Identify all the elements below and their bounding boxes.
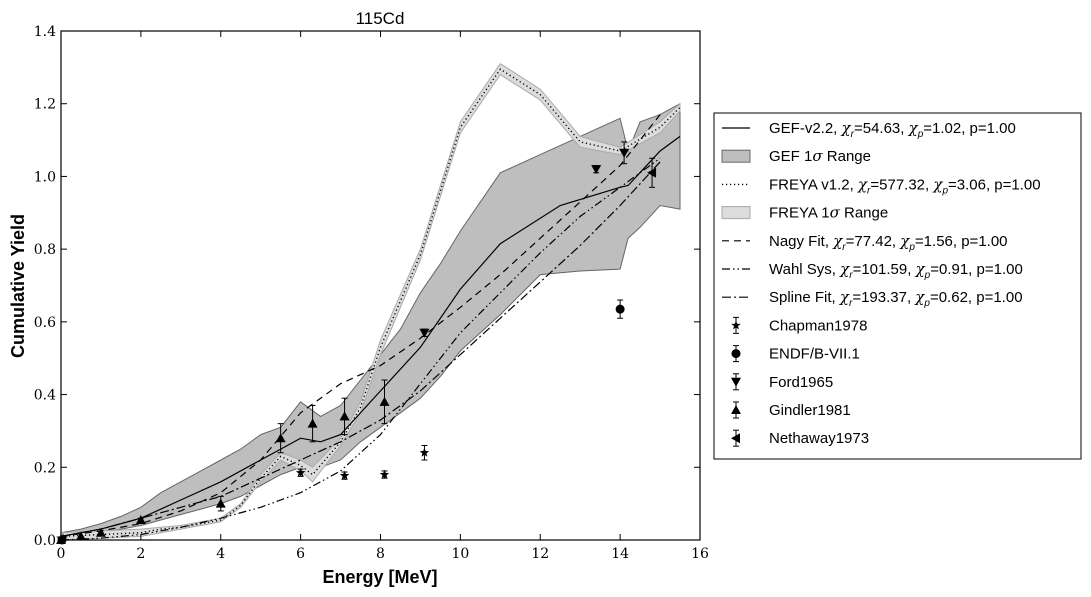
data-point-ford1965 bbox=[419, 328, 430, 338]
bands-layer bbox=[60, 63, 681, 541]
y-tick-label: 1.2 bbox=[34, 97, 56, 113]
data-point-gindler1981 bbox=[95, 527, 106, 537]
legend-entry-10-label: Ford1965 bbox=[769, 374, 833, 391]
y-tick-label: 0.4 bbox=[34, 388, 56, 404]
legend-entry-11-marker bbox=[731, 405, 741, 414]
data-point-gindler1981 bbox=[339, 411, 350, 421]
legend: GEF-v2.2, χr=54.63, χp=1.02, p=1.00 GEF 1… bbox=[713, 112, 1082, 460]
x-axis-label: Energy [MeV] bbox=[322, 567, 437, 587]
series-line-spline bbox=[60, 161, 661, 537]
data-point-chapman1978 bbox=[295, 467, 306, 477]
data-point-endf-b-vii-1 bbox=[615, 304, 625, 314]
legend-entry-12-marker bbox=[731, 433, 740, 444]
legend-entry-3-label: FREYA v1.2, χr=577.32, χp=3.06, p=1.00 bbox=[769, 175, 1041, 196]
data-point-gindler1981 bbox=[379, 396, 390, 406]
y-tick-label: 1.4 bbox=[34, 24, 56, 40]
legend-entry-5-label: Nagy Fit, χr=77.42, χp=1.56, p=1.00 bbox=[769, 232, 1008, 253]
ticks-layer: 0 2 4 6 8 10 12 14 16 0.0 0.2 0.4 0.6 0.8 1.0 1.2 1.4 bbox=[34, 24, 709, 562]
x-tick-label: 8 bbox=[376, 546, 385, 562]
y-tick-label: 0.6 bbox=[34, 315, 56, 331]
data-point-chapman1978 bbox=[379, 469, 390, 479]
y-tick-label: 0.8 bbox=[34, 242, 56, 258]
legend-frame bbox=[713, 112, 1082, 460]
data-point-gindler1981 bbox=[135, 515, 146, 525]
chart-title: 115Cd bbox=[356, 9, 405, 28]
band-freya bbox=[60, 63, 681, 541]
series-line-nagy bbox=[60, 114, 661, 537]
x-tick-label: 0 bbox=[57, 546, 66, 562]
legend-entry-7-label: Spline Fit, χr=193.37, χp=0.62, p=1.00 bbox=[769, 288, 1023, 309]
legend-entry-2-label: GEF 1σ Range bbox=[769, 147, 871, 165]
legend-entry-4-swatch bbox=[721, 206, 751, 220]
x-tick-label: 4 bbox=[216, 546, 225, 562]
legend-entry-1-label: GEF-v2.2, χr=54.63, χp=1.02, p=1.00 bbox=[769, 119, 1016, 140]
legend-entry-9-label: ENDF/B-VII.1 bbox=[769, 346, 860, 363]
data-point-gindler1981 bbox=[307, 418, 318, 428]
legend-entry-6-label: Wahl Sys, χr=101.59, χp=0.91, p=1.00 bbox=[769, 260, 1023, 281]
data-point-gindler1981 bbox=[275, 433, 286, 443]
legend-entry-10-marker bbox=[731, 377, 741, 387]
y-tick-label: 1.0 bbox=[34, 169, 56, 185]
y-tick-label: 0.2 bbox=[34, 460, 56, 476]
data-point-gindler1981 bbox=[215, 498, 226, 508]
x-tick-label: 12 bbox=[531, 546, 549, 562]
band-gef bbox=[60, 102, 681, 541]
legend-entry-2-swatch bbox=[721, 149, 751, 163]
legend-entry-9-marker bbox=[731, 349, 741, 359]
legend-entry-8-marker bbox=[731, 320, 741, 330]
x-tick-label: 10 bbox=[451, 546, 469, 562]
legend-entry-8-label: Chapman1978 bbox=[769, 317, 867, 334]
data-point-ford1965 bbox=[619, 148, 630, 158]
data-point-ford1965 bbox=[591, 165, 602, 175]
legend-entry-4-label: FREYA 1σ Range bbox=[769, 204, 888, 222]
data-point-gindler1981 bbox=[75, 531, 86, 541]
legend-entry-11-label: Gindler1981 bbox=[769, 402, 851, 419]
series-layer bbox=[60, 68, 681, 541]
series-line-wahl bbox=[60, 157, 661, 541]
y-tick-label: 0.0 bbox=[34, 533, 56, 549]
x-tick-label: 6 bbox=[296, 546, 305, 562]
x-tick-label: 16 bbox=[691, 546, 709, 562]
data-point-chapman1978 bbox=[419, 447, 430, 457]
y-axis-label: Cumulative Yield bbox=[8, 214, 28, 358]
series-line-gef bbox=[60, 135, 681, 537]
x-tick-label: 14 bbox=[611, 546, 629, 562]
data-point-chapman1978 bbox=[339, 470, 350, 480]
data-point-nethaway1973 bbox=[647, 167, 657, 178]
x-tick-label: 2 bbox=[136, 546, 145, 562]
legend-entry-12-label: Nethaway1973 bbox=[769, 430, 869, 447]
